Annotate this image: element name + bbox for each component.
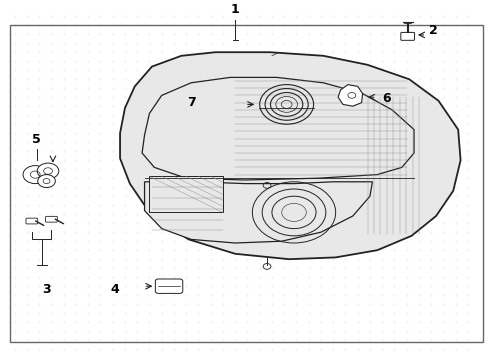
FancyBboxPatch shape bbox=[401, 32, 415, 40]
Text: 3: 3 bbox=[42, 283, 51, 296]
Polygon shape bbox=[120, 52, 461, 259]
Polygon shape bbox=[142, 77, 414, 180]
Text: 6: 6 bbox=[382, 93, 391, 105]
Text: 1: 1 bbox=[231, 3, 240, 16]
FancyBboxPatch shape bbox=[26, 218, 38, 224]
Polygon shape bbox=[338, 85, 363, 106]
Circle shape bbox=[37, 163, 59, 179]
Text: 5: 5 bbox=[32, 133, 41, 146]
Circle shape bbox=[38, 175, 55, 188]
Text: 2: 2 bbox=[429, 24, 438, 37]
Text: 4: 4 bbox=[111, 283, 120, 296]
FancyBboxPatch shape bbox=[46, 216, 57, 222]
Polygon shape bbox=[145, 182, 372, 243]
Text: 7: 7 bbox=[187, 96, 196, 109]
Circle shape bbox=[23, 166, 48, 184]
FancyBboxPatch shape bbox=[155, 279, 183, 293]
FancyBboxPatch shape bbox=[149, 176, 223, 212]
